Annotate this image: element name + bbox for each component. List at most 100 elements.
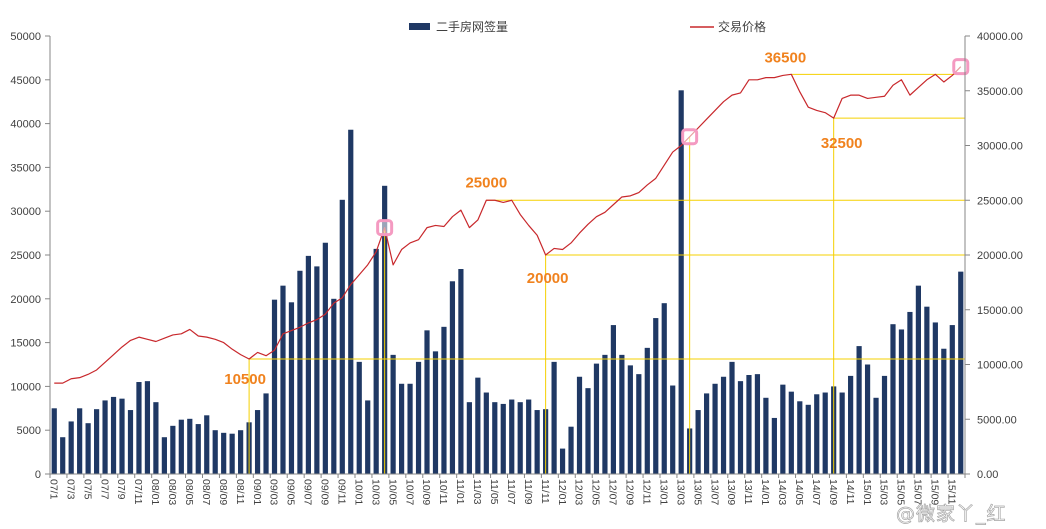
x-tick-label: 15/05: [895, 479, 907, 505]
volume-bar: [229, 433, 235, 474]
volume-bar: [449, 281, 456, 474]
volume-bar: [670, 385, 676, 474]
volume-bar: [390, 354, 396, 474]
y-left-tick-label: 15000: [10, 338, 41, 350]
volume-bar: [636, 374, 642, 474]
volume-bar: [195, 424, 201, 474]
reference-lines: [248, 73, 965, 474]
price-series: [54, 66, 962, 384]
highlight-markers: [376, 58, 970, 237]
volume-bar: [415, 361, 422, 474]
volume-bar: [204, 415, 210, 474]
volume-bar: [94, 409, 100, 474]
volume-bar: [483, 392, 489, 474]
right-axis-labels: 0.00 5000.00 10000.00 15000.00 20000.00 25000…: [977, 31, 1023, 481]
y-left-tick-label: 25000: [10, 250, 41, 262]
volume-bar: [695, 410, 701, 474]
volume-bar: [915, 285, 921, 474]
volume-bar: [848, 375, 854, 474]
volume-bar: [161, 437, 167, 474]
y-right-tick-label: 5000.00: [977, 414, 1017, 426]
legend-label-price: 交易价格: [718, 19, 766, 34]
volume-bar: [746, 375, 752, 474]
legend: 二手房网签量 交易价格: [409, 19, 766, 34]
y-right-tick-label: 20000.00: [977, 250, 1023, 262]
volume-bar: [221, 432, 227, 474]
volume-bar: [559, 448, 566, 474]
x-tick-label: 11/07: [505, 479, 517, 505]
volume-bar: [178, 419, 184, 474]
x-tick-label: 14/11: [844, 479, 856, 505]
volume-bar: [720, 376, 727, 474]
volume-bar: [187, 418, 193, 474]
x-tick-label: 09/11: [335, 479, 347, 505]
x-tick-label: 08/07: [200, 479, 212, 505]
y-right-tick-label: 10000.00: [977, 360, 1023, 372]
annotation-label: 10500: [224, 371, 266, 388]
y-left-tick-label: 35000: [10, 162, 41, 174]
volume-bar: [839, 392, 845, 474]
volume-bar: [932, 322, 938, 474]
volume-bar: [585, 388, 591, 474]
x-tick-label: 11/01: [454, 479, 466, 505]
volume-bar: [602, 354, 608, 474]
x-tick-label: 13/09: [725, 479, 737, 505]
price-line: [54, 66, 962, 384]
volume-bar: [526, 399, 532, 474]
volume-bar: [102, 400, 108, 474]
volume-bar: [432, 351, 439, 474]
volume-bar: [458, 269, 464, 474]
volume-bar: [712, 383, 718, 474]
x-tick-label: 10/05: [386, 479, 398, 505]
volume-bar: [610, 325, 616, 474]
volume-bar: [619, 354, 625, 474]
volume-bar: [339, 199, 345, 474]
x-tick-label: 15/01: [861, 479, 873, 505]
volume-bar: [475, 377, 481, 474]
volume-bar: [941, 348, 947, 474]
x-tick-label: 09/01: [251, 479, 263, 505]
annotations: 10500 25000 20000 36500 32500: [224, 49, 862, 388]
volume-bar: [119, 398, 125, 474]
highlight-marker: [952, 58, 970, 76]
volume-bar: [644, 347, 650, 474]
volume-bar: [424, 330, 430, 474]
volume-bar: [85, 423, 91, 474]
volume-bar: [551, 361, 557, 474]
y-right-tick-label: 15000.00: [977, 305, 1023, 317]
volume-bar: [136, 382, 142, 474]
volume-bar: [797, 401, 803, 474]
x-tick-label: 12/05: [590, 479, 602, 505]
volume-bar: [593, 363, 600, 474]
volume-bar: [441, 326, 447, 474]
x-tick-label: 08/01: [149, 479, 161, 505]
y-left-tick-label: 50000: [10, 31, 41, 43]
volume-bar: [68, 421, 74, 474]
volume-bar: [466, 402, 472, 474]
volume-bar: [356, 361, 362, 474]
volume-bar: [60, 437, 66, 474]
x-tick-label: 11/05: [488, 479, 500, 505]
volume-bar: [305, 255, 311, 474]
volume-bar: [254, 410, 261, 474]
volume-bar: [212, 430, 218, 474]
x-tick-label: 07/7: [98, 479, 110, 500]
volume-bar: [814, 394, 820, 474]
x-tick-label: 12/11: [640, 479, 652, 505]
volume-bar: [763, 397, 769, 474]
y-right-tick-label: 30000.00: [977, 141, 1023, 153]
volume-bar: [661, 303, 667, 474]
x-tick-label: 09/07: [302, 479, 314, 505]
x-tick-label: 09/09: [319, 479, 331, 505]
volume-bar: [271, 299, 278, 474]
y-left-tick-label: 5000: [17, 425, 41, 437]
x-tick-label: 14/05: [793, 479, 805, 505]
volume-bar: [297, 270, 303, 474]
axes: [45, 35, 970, 478]
volume-bar: [500, 403, 506, 474]
x-tick-label: 14/03: [776, 479, 788, 505]
x-tick-label: 15/03: [878, 479, 890, 505]
volume-bars: [51, 90, 964, 475]
annotation-label: 32500: [821, 135, 863, 152]
